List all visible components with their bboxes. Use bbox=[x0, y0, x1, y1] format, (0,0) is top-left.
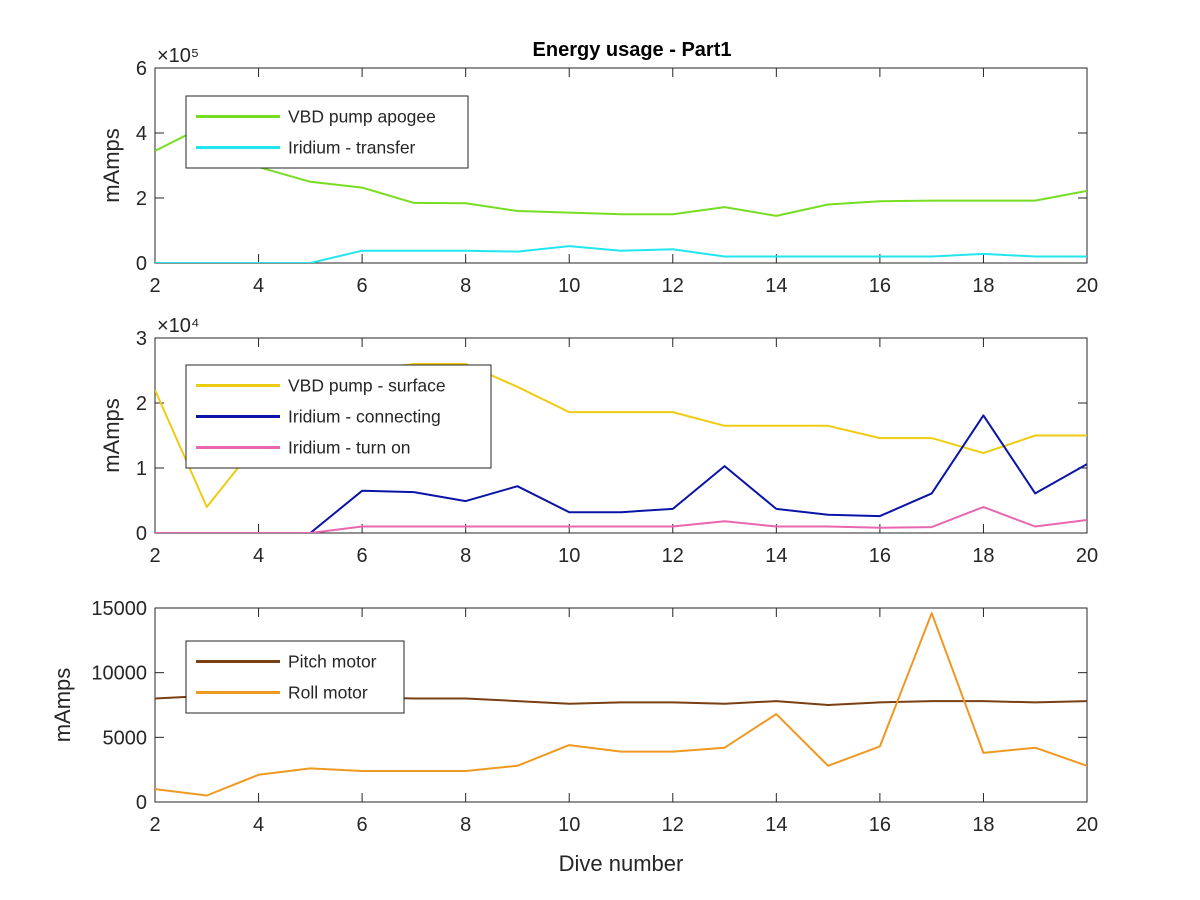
y-tick-label: 0 bbox=[136, 253, 147, 275]
x-tick-label: 20 bbox=[1076, 814, 1098, 836]
y-exponent-label: ×10⁵ bbox=[157, 45, 199, 67]
series-line-3 bbox=[155, 506, 1087, 533]
series-line-2 bbox=[155, 245, 1087, 263]
x-tick-label: 6 bbox=[357, 545, 368, 567]
x-tick-label: 16 bbox=[869, 814, 891, 836]
legend: VBD pump - surface Iridium - connecting Ir… bbox=[185, 364, 492, 469]
y-axis-label: mAmps bbox=[99, 128, 124, 203]
x-tick-label: 18 bbox=[972, 545, 994, 567]
x-tick-label: 20 bbox=[1076, 275, 1098, 297]
legend-box bbox=[185, 95, 469, 169]
y-axis-label: mAmps bbox=[50, 668, 75, 743]
x-tick-label: 8 bbox=[460, 814, 471, 836]
legend-entry: Iridium - turn on bbox=[288, 438, 411, 458]
x-tick-label: 12 bbox=[662, 545, 684, 567]
y-tick-label: 2 bbox=[136, 393, 147, 415]
legend-box bbox=[185, 640, 405, 714]
x-tick-label: 14 bbox=[765, 814, 787, 836]
x-tick-label: 2 bbox=[149, 814, 160, 836]
legend-entry: Iridium - connecting bbox=[288, 407, 441, 427]
figure-title: Energy usage - Part1 bbox=[533, 39, 732, 61]
x-tick-label: 8 bbox=[460, 275, 471, 297]
y-tick-label: 4 bbox=[136, 123, 147, 145]
x-tick-label: 10 bbox=[558, 814, 580, 836]
legend-entry: Pitch motor bbox=[288, 652, 377, 672]
x-tick-label: 2 bbox=[149, 545, 160, 567]
x-tick-label: 10 bbox=[558, 545, 580, 567]
series-line-2 bbox=[155, 612, 1087, 797]
x-tick-label: 14 bbox=[765, 545, 787, 567]
x-tick-label: 18 bbox=[972, 275, 994, 297]
legend: VBD pump apogee Iridium - transfer bbox=[185, 95, 469, 169]
y-tick-label: 5000 bbox=[103, 727, 148, 749]
x-tick-label: 8 bbox=[460, 545, 471, 567]
series-line-1 bbox=[155, 123, 1087, 217]
y-tick-label: 1 bbox=[136, 458, 147, 480]
y-axis-label: mAmps bbox=[99, 398, 124, 473]
legend-entry: VBD pump - surface bbox=[288, 376, 446, 396]
x-tick-label: 6 bbox=[357, 814, 368, 836]
legend-entry: Iridium - transfer bbox=[288, 138, 416, 158]
legend: Pitch motor Roll motor bbox=[185, 640, 405, 714]
x-tick-label: 12 bbox=[662, 275, 684, 297]
panel-energy-motors: 2 4 6 8 10 12 14 16 18 20 0 5000 10000 15000 mAmps Dive… bbox=[50, 598, 1098, 876]
y-exponent-label: ×10⁴ bbox=[157, 315, 200, 337]
x-tick-label: 20 bbox=[1076, 545, 1098, 567]
x-tick-label: 16 bbox=[869, 275, 891, 297]
y-tick-label: 3 bbox=[136, 328, 147, 350]
y-tick-label: 0 bbox=[136, 523, 147, 545]
legend-entry: Roll motor bbox=[288, 683, 368, 703]
y-tick-label: 2 bbox=[136, 188, 147, 210]
x-tick-label: 10 bbox=[558, 275, 580, 297]
x-tick-label: 4 bbox=[253, 275, 264, 297]
x-tick-label: 18 bbox=[972, 814, 994, 836]
y-tick-label: 10000 bbox=[91, 663, 147, 685]
legend-entry: VBD pump apogee bbox=[288, 107, 436, 127]
x-axis-label: Dive number bbox=[559, 851, 684, 876]
x-tick-label: 2 bbox=[149, 275, 160, 297]
y-tick-label: 0 bbox=[136, 792, 147, 814]
series-lines bbox=[155, 123, 1087, 263]
x-tick-label: 14 bbox=[765, 275, 787, 297]
series-line-2 bbox=[155, 414, 1087, 533]
x-tick-label: 12 bbox=[662, 814, 684, 836]
x-tick-label: 6 bbox=[357, 275, 368, 297]
y-tick-label: 6 bbox=[136, 58, 147, 80]
x-tick-label: 4 bbox=[253, 814, 264, 836]
x-tick-label: 16 bbox=[869, 545, 891, 567]
x-tick-label: 4 bbox=[253, 545, 264, 567]
y-tick-label: 15000 bbox=[91, 598, 147, 620]
